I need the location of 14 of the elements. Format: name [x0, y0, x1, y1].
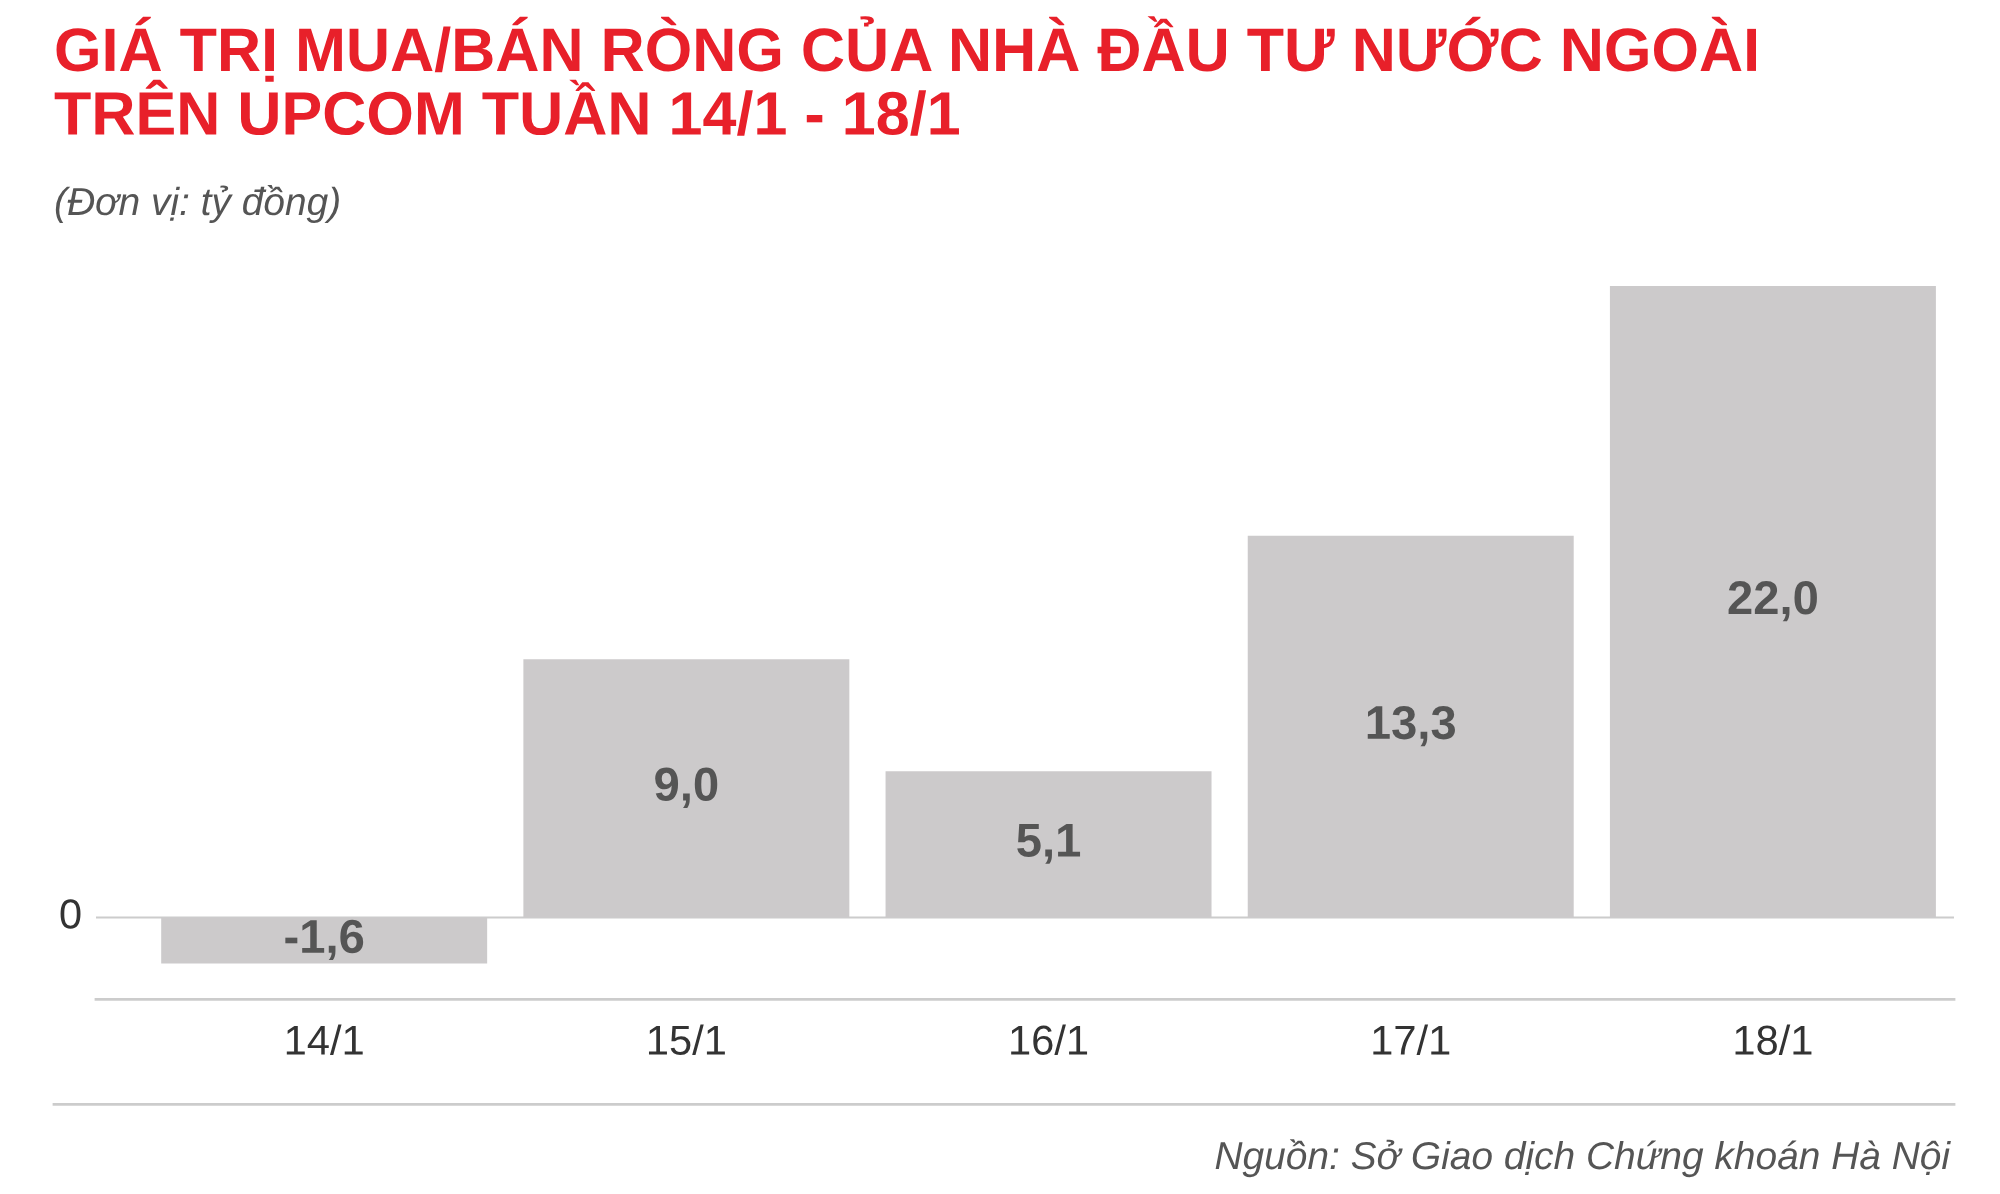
text: Nguồn: Sở Giao dịch Chứng khoán Hà Nội — [1215, 1139, 1951, 1178]
data-label: 9,0 — [655, 767, 718, 808]
data-label: -1,6 — [285, 919, 364, 961]
x-tick-label: 18/1 — [1735, 1024, 1812, 1055]
x-tick-label: 15/1 — [648, 1024, 725, 1055]
ref-line-label: 0 — [60, 899, 81, 929]
data-label: 22,0 — [1728, 581, 1817, 622]
x-tick-label: 14/1 — [286, 1024, 363, 1055]
chart-title: GIÁ TRỊ MUA/BÁN RÒNG CỦA NHÀ ĐẦU TƯ NƯỚC NGOÀI TRÊN UPCOM TUẦN 14/1 - 18/1 — [54, 16, 1757, 136]
data-label: 13,3 — [1367, 705, 1455, 747]
x-tick-label: 16/1 — [1011, 1024, 1088, 1055]
x-tick-label: 17/1 — [1373, 1024, 1450, 1055]
data-label: 5,1 — [1017, 824, 1081, 864]
chart-subtitle: (Đơn vị: tỷ đồng) — [55, 185, 339, 224]
